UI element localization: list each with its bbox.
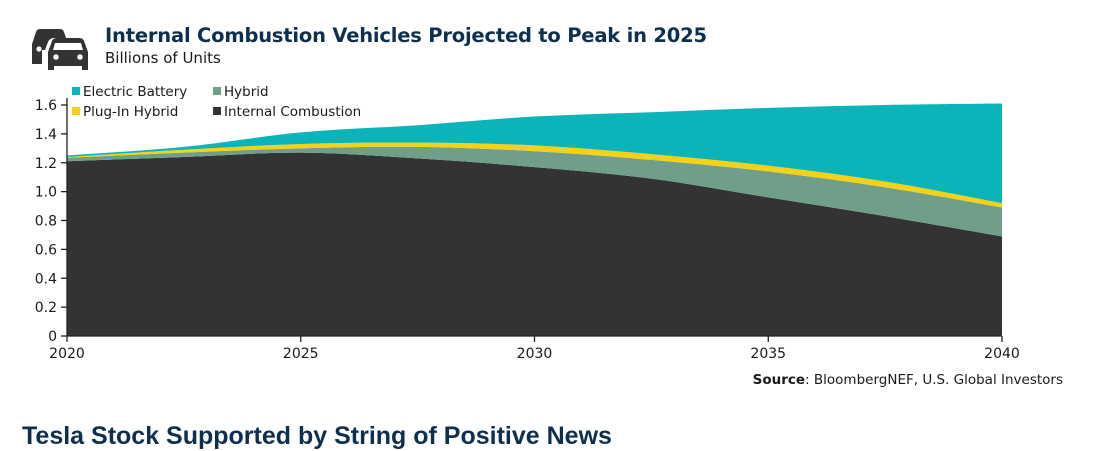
y-tick-label: 0.6 [35,242,57,258]
chart-title: Internal Combustion Vehicles Projected t… [105,24,707,47]
chart-legend: Electric Battery Hybrid Plug-In Hybrid Inte… [72,84,361,120]
y-tick-label: 0 [48,329,57,345]
y-tick-label: 1.6 [35,98,57,114]
x-tick-label: 2030 [517,346,553,362]
chart-axes: 0 0.2 0.4 0.6 0.8 1.0 1.2 1.4 1.6 2020 2025 2030 203… [35,98,1020,362]
y-tick-label: 0.2 [35,300,57,316]
legend-swatch [213,107,221,115]
legend-swatch [213,87,221,95]
y-tick-label: 1.2 [35,156,57,172]
area-hybrid [67,146,1002,237]
legend-swatch [72,107,80,115]
legend-label: Plug-In Hybrid [83,104,178,120]
y-tick-label: 1.4 [35,127,57,143]
source-label: Source [752,372,806,388]
x-tick-label: 2035 [750,346,786,362]
y-tick-label: 0.8 [35,214,57,230]
source-text: : BloombergNEF, U.S. Global Investors [805,372,1063,388]
area-internal-combustion [67,152,1002,336]
legend-label: Electric Battery [83,84,187,100]
x-tick-label: 2040 [984,346,1020,362]
legend-label: Internal Combustion [224,104,361,120]
legend-label: Hybrid [224,84,269,100]
x-tick-label: 2020 [49,346,85,362]
cars-icon [32,29,88,70]
next-section-heading: Tesla Stock Supported by String of Posit… [22,422,612,450]
area-plug-in-hybrid [67,142,1002,208]
area-electric-battery [67,103,1002,204]
y-tick-label: 0.4 [35,271,57,287]
x-tick-label: 2025 [283,346,319,362]
y-tick-label: 1.0 [35,185,57,201]
chart-subtitle: Billions of Units [105,49,221,67]
legend-swatch [72,87,80,95]
chart-areas [67,103,1002,336]
source-note: Source: BloombergNEF, U.S. Global Invest… [753,372,1063,388]
